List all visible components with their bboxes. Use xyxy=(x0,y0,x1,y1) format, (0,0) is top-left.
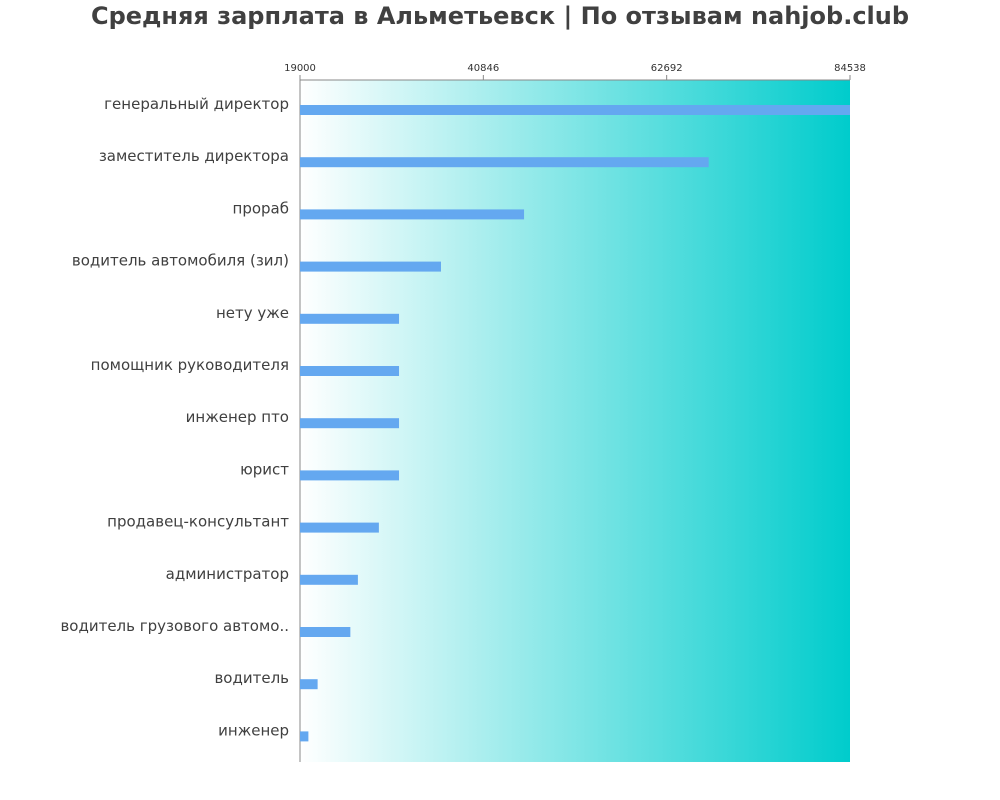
category-label: заместитель директора xyxy=(99,147,289,165)
x-tick-label: 40846 xyxy=(467,63,499,74)
category-label: инженер пто xyxy=(186,408,289,426)
bar xyxy=(300,366,400,376)
x-tick-label: 19000 xyxy=(284,63,316,74)
category-label: нету уже xyxy=(216,304,289,322)
x-tick-label: 62692 xyxy=(651,63,683,74)
bar xyxy=(300,313,400,324)
x-tick-label: 84538 xyxy=(834,63,866,74)
category-label: инженер xyxy=(218,721,289,739)
category-label: помощник руководителя xyxy=(91,356,289,374)
bar xyxy=(300,105,850,115)
chart-title: Средняя зарплата в Альметьевск | По отзы… xyxy=(90,2,910,30)
bar xyxy=(300,261,441,272)
bar xyxy=(300,522,379,533)
bar xyxy=(300,470,400,481)
category-label: продавец-консультант xyxy=(107,513,289,531)
bar xyxy=(300,627,351,637)
bar xyxy=(300,574,358,585)
category-label: водитель автомобиля (зил) xyxy=(72,252,289,270)
bar xyxy=(300,731,309,742)
bar xyxy=(300,418,400,429)
category-label: генеральный директор xyxy=(104,95,289,113)
bar xyxy=(300,679,318,690)
bar xyxy=(300,157,709,168)
category-label: водитель грузового автомо.. xyxy=(60,617,289,635)
bar xyxy=(300,209,525,220)
category-label: водитель xyxy=(214,669,289,687)
category-label: прораб xyxy=(233,199,289,217)
category-label: юрист xyxy=(240,460,289,478)
category-label: администратор xyxy=(166,565,289,583)
